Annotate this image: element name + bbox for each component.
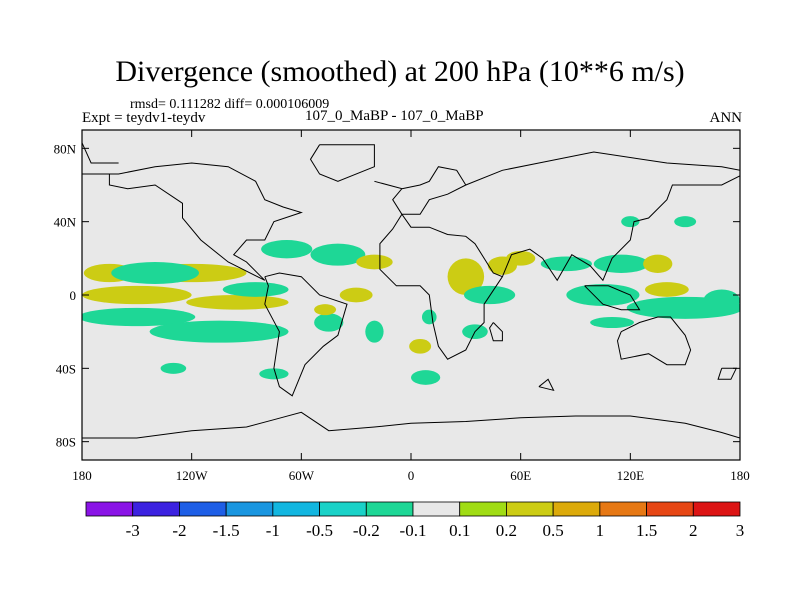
coastline	[465, 151, 740, 186]
period-label: 107_0_MaBP - 107_0_MaBP	[305, 108, 484, 124]
y-tick-label: 80N	[54, 141, 77, 156]
coastline	[489, 322, 503, 342]
coastline	[501, 175, 740, 282]
anomaly-blob	[222, 282, 289, 297]
x-tick-label: 120E	[617, 468, 645, 483]
anomaly-blob	[339, 287, 373, 303]
anomaly-blob	[186, 295, 289, 310]
colorbar-label: -2	[172, 521, 186, 540]
x-tick-label: 180	[730, 468, 750, 483]
stats-label: rmsd= 0.111282 diff= 0.000106009	[130, 97, 330, 112]
anomaly-blob	[261, 240, 313, 259]
coastline	[584, 285, 641, 311]
anomaly-blob	[506, 251, 536, 266]
coastline	[82, 411, 740, 439]
coastline	[538, 378, 555, 392]
colorbar-label: -0.1	[400, 521, 427, 540]
anomaly-blob	[447, 258, 485, 295]
anomaly-blob	[566, 284, 640, 306]
colorbar-box	[179, 501, 227, 517]
plot-area	[82, 130, 740, 460]
colorbar-box	[225, 501, 274, 517]
x-tick-label: 60E	[510, 468, 531, 483]
x-tick-label: 180	[72, 468, 92, 483]
coastline	[309, 144, 375, 182]
colorbar-box	[412, 501, 461, 517]
anomaly-blob	[149, 320, 289, 343]
anomaly-blob	[314, 304, 337, 316]
axes: 180 120W 60W 0 60E 120E 180 80N 40N 0 40S 80S	[54, 129, 750, 483]
coastline	[264, 272, 348, 397]
colorbar-label: 0.5	[543, 521, 564, 540]
colorbar-label: -0.5	[306, 521, 333, 540]
coastlines	[82, 142, 740, 439]
colorbar-label: 3	[736, 521, 745, 540]
anomaly-blob	[310, 243, 366, 266]
colorbar: -3 -2 -1.5 -1 -0.5 -0.2 -0.1 0.1 0.2 0.5 1 1.5 2 3	[85, 501, 745, 540]
coastline	[616, 316, 692, 366]
colorbar-box	[599, 501, 647, 517]
anomaly-blob	[593, 254, 649, 273]
anomaly-blob	[411, 370, 441, 385]
anomaly-blob	[356, 254, 393, 270]
colorbar-box	[459, 501, 507, 517]
experiment-label: Expt = teydv1-teydv	[82, 110, 206, 126]
colorbar-label: 2	[689, 521, 698, 540]
colorbar-box	[692, 501, 741, 517]
y-tick-label: 40S	[56, 361, 76, 376]
y-tick-label: 0	[70, 288, 77, 303]
anomaly-blob	[421, 309, 437, 325]
colorbar-box	[365, 501, 414, 517]
anomaly-blob	[365, 320, 384, 343]
anomaly-blob	[464, 285, 516, 305]
coastline	[374, 166, 504, 360]
colorbar-label: 1	[596, 521, 605, 540]
colorbar-label: 0.1	[449, 521, 470, 540]
anomaly-blob	[111, 262, 199, 284]
colorbar-label: -3	[126, 521, 140, 540]
colorbar-label: 1.5	[636, 521, 657, 540]
y-tick-label: 80S	[56, 435, 76, 450]
colorbar-label: -1	[266, 521, 280, 540]
x-tick-label: 120W	[176, 468, 209, 483]
colorbar-box	[552, 501, 601, 517]
colorbar-box	[319, 501, 367, 517]
colorbar-box	[272, 501, 320, 517]
anomaly-blob	[644, 282, 689, 297]
coastline	[82, 142, 119, 164]
x-tick-label: 60W	[289, 468, 315, 483]
anomaly-blob	[82, 307, 196, 327]
y-tick-label: 40N	[54, 215, 77, 230]
chart-title: Divergence (smoothed) at 200 hPa (10**6 …	[115, 55, 685, 88]
colorbar-label: -0.2	[353, 521, 380, 540]
colorbar-box	[506, 501, 554, 517]
anomaly-blob	[590, 317, 634, 328]
coastline	[717, 367, 738, 380]
anomaly-blob	[621, 216, 640, 228]
x-tick-label: 0	[408, 468, 415, 483]
season-label: ANN	[709, 110, 743, 126]
colorbar-label: -1.5	[213, 521, 240, 540]
anomaly-blob	[674, 216, 697, 228]
anomaly-field	[82, 216, 740, 385]
anomaly-blob	[703, 289, 740, 312]
colorbar-box	[646, 501, 694, 517]
colorbar-box	[132, 501, 180, 517]
anomaly-blob	[314, 313, 344, 332]
anomaly-blob	[160, 362, 187, 374]
anomaly-blob	[643, 254, 673, 273]
colorbar-label: 0.2	[496, 521, 517, 540]
anomaly-blob	[409, 339, 432, 354]
colorbar-box	[85, 501, 134, 517]
anomaly-blob	[259, 368, 289, 380]
coastline	[82, 162, 303, 281]
anomaly-blob	[82, 285, 192, 305]
